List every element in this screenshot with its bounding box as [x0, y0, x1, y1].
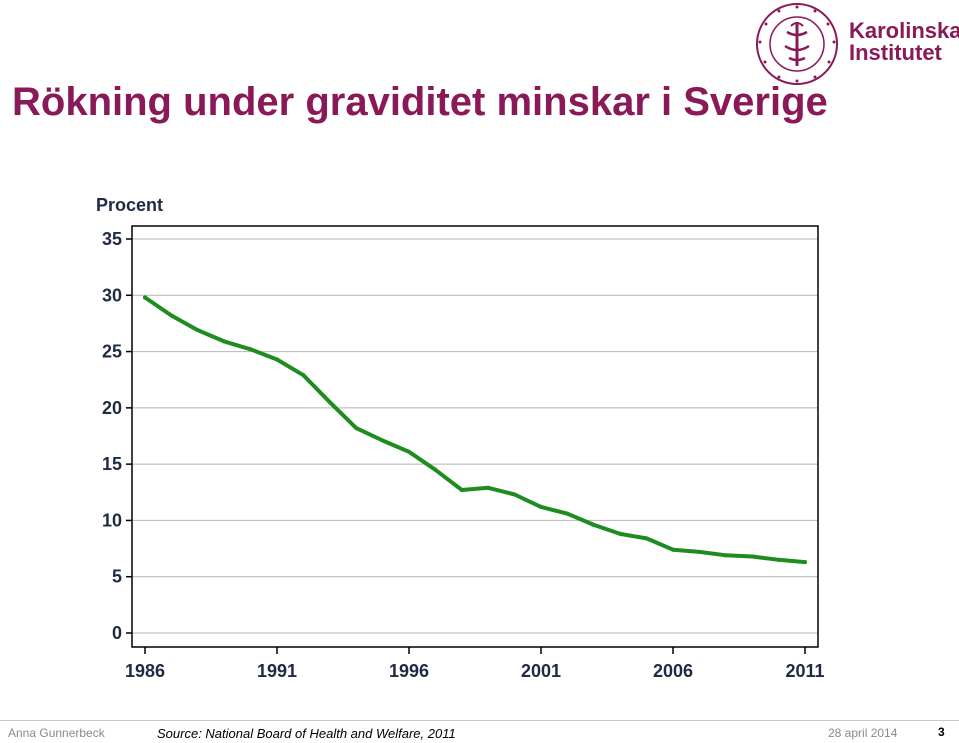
karolinska-logo: Karolinska Institutet — [755, 2, 959, 86]
line-chart-svg: Procent 0 5 10 15 20 25 30 35 1986 1991 1996 2001 2… — [96, 195, 825, 681]
y-tick-label-10: 10 — [102, 510, 122, 530]
x-tick-label-2011: 2011 — [785, 661, 824, 681]
slide-title: Rökning under graviditet minskar i Sveri… — [12, 80, 828, 124]
smoking-chart: Procent 0 5 10 15 20 25 30 35 1986 1991 1996 2001 2… — [90, 190, 835, 690]
data-point-2002 — [565, 511, 570, 516]
footer-page-number: 3 — [938, 725, 945, 739]
data-point-2010 — [776, 557, 781, 562]
y-tick-label-5: 5 — [112, 567, 122, 587]
x-tick-label-1996: 1996 — [389, 661, 429, 681]
logo-wordmark-line2: Institutet — [849, 40, 942, 65]
data-point-1988 — [195, 328, 200, 333]
data-point-1987 — [169, 313, 174, 318]
series-line — [143, 295, 807, 565]
plot-frame — [131, 225, 819, 648]
data-point-1990 — [248, 347, 253, 352]
data-point-1998 — [459, 488, 464, 493]
grid-lines — [132, 238, 818, 634]
x-tick-label-2001: 2001 — [521, 661, 561, 681]
x-tick-label-2006: 2006 — [653, 661, 693, 681]
y-axis-label: Procent — [96, 195, 163, 215]
data-point-1995 — [380, 438, 385, 443]
y-tick-label-20: 20 — [102, 398, 122, 418]
logo-wordmark-line1: Karolinska — [849, 18, 959, 43]
data-point-2011 — [803, 560, 807, 565]
data-point-1991 — [275, 357, 279, 362]
y-tick-label-25: 25 — [102, 342, 122, 362]
slide-footer: Anna Gunnerbeck Source: National Board o… — [0, 720, 959, 743]
data-point-2001 — [539, 504, 543, 509]
data-point-1994 — [354, 426, 359, 431]
data-point-2004 — [618, 531, 623, 536]
y-tick-label-35: 35 — [102, 229, 122, 249]
footer-source: Source: National Board of Health and Wel… — [157, 726, 456, 741]
data-point-2009 — [750, 554, 755, 559]
data-point-1997 — [433, 467, 438, 472]
data-point-2008 — [723, 553, 728, 558]
data-point-2000 — [512, 492, 517, 497]
x-axis-ticks: 1986 1991 1996 2001 2006 2011 — [125, 647, 825, 681]
footer-date: 28 april 2014 — [828, 726, 898, 740]
data-point-2007 — [697, 549, 702, 554]
data-point-2006 — [671, 547, 675, 552]
data-point-1996 — [407, 449, 411, 454]
data-point-1989 — [222, 339, 227, 344]
y-axis-ticks: 0 5 10 15 20 25 30 35 — [102, 229, 132, 643]
footer-author: Anna Gunnerbeck — [8, 726, 105, 740]
data-point-1993 — [327, 400, 332, 405]
data-point-1999 — [486, 485, 491, 490]
logo-wordmark: Karolinska Institutet — [849, 20, 959, 64]
y-tick-label-30: 30 — [102, 285, 122, 305]
y-tick-label-0: 0 — [112, 623, 122, 643]
data-point-2003 — [591, 522, 596, 527]
x-tick-label-1986: 1986 — [125, 661, 165, 681]
data-point-1992 — [301, 373, 306, 378]
y-tick-label-15: 15 — [102, 454, 122, 474]
footer-divider — [0, 720, 959, 721]
series-points — [143, 295, 807, 565]
x-tick-label-1991: 1991 — [257, 661, 297, 681]
data-point-1986 — [143, 295, 147, 300]
karolinska-seal-icon — [756, 3, 838, 85]
data-point-2005 — [644, 536, 649, 541]
